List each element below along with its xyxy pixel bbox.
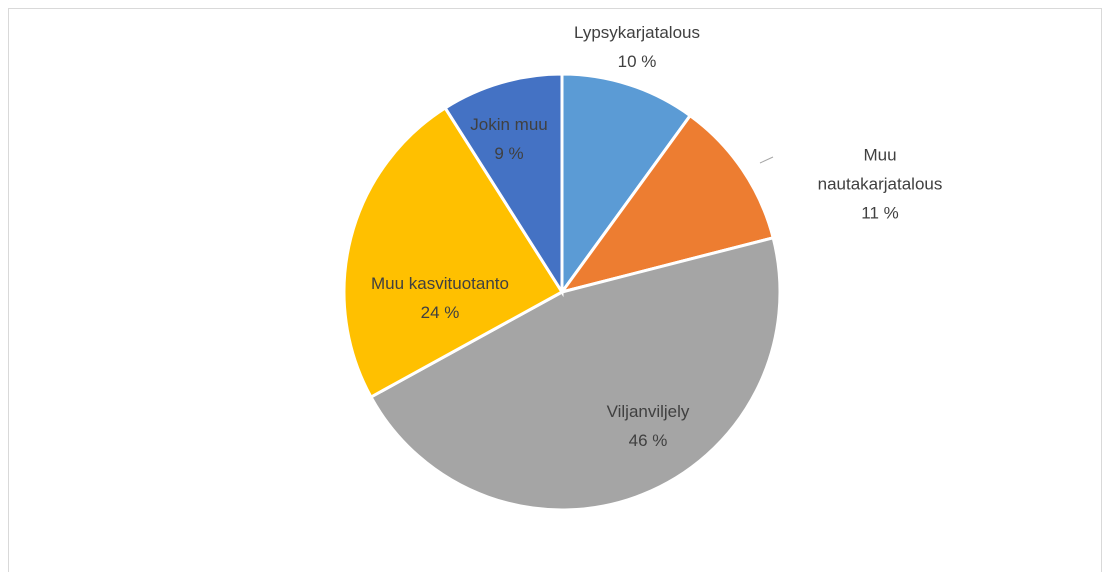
chart-border — [8, 8, 1102, 572]
category-label: Viljanviljely — [606, 402, 690, 421]
value-label: 46 % — [628, 431, 668, 450]
pie-slice — [560, 72, 693, 297]
category-label: Lypsykarjatalous — [574, 23, 700, 42]
data-label: Muu nautakarjatalous 11 % — [805, 141, 955, 228]
pie-slice — [368, 235, 782, 512]
data-label: Lypsykarjatalous 10 % — [574, 18, 700, 76]
data-label: Muu kasvituotanto 24 % — [371, 269, 509, 327]
category-label: Muu nautakarjatalous — [817, 145, 943, 194]
pie-slice — [342, 105, 565, 400]
value-label: 9 % — [494, 144, 524, 163]
pie-slice — [558, 113, 775, 295]
category-label: Muu kasvituotanto — [371, 274, 509, 293]
category-label: Jokin muu — [470, 115, 548, 134]
pie-slice — [443, 72, 564, 298]
data-label: Jokin muu 9 % — [470, 110, 547, 168]
value-label: 24 % — [420, 303, 460, 322]
data-label: Viljanviljely 46 % — [607, 397, 690, 455]
value-label: 11 % — [861, 203, 899, 223]
pie — [342, 72, 782, 512]
leader-line — [759, 156, 774, 164]
value-label: 10 % — [617, 52, 657, 71]
